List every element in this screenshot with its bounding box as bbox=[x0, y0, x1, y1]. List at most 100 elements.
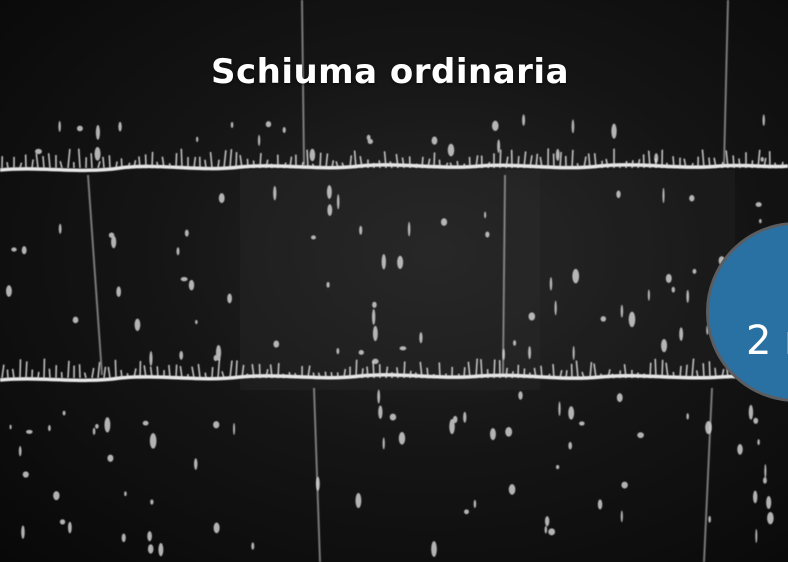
foam-bristle bbox=[421, 156, 424, 169]
foam-bristle bbox=[732, 155, 735, 169]
foam-bristle bbox=[294, 372, 297, 379]
foam-bristle bbox=[269, 364, 273, 379]
foam-bristle bbox=[67, 148, 71, 169]
foam-droplet bbox=[763, 477, 767, 484]
foam-bristle bbox=[209, 152, 213, 169]
foam-droplet bbox=[67, 521, 72, 534]
foam-droplet bbox=[92, 427, 96, 435]
foam-bristle bbox=[505, 367, 508, 379]
foam-droplet bbox=[184, 229, 189, 237]
foam-bristle bbox=[67, 360, 70, 379]
foam-bristle bbox=[283, 162, 287, 169]
foam-bristle bbox=[499, 149, 502, 169]
foam-bristle bbox=[19, 162, 23, 169]
foam-droplet bbox=[134, 318, 141, 331]
foam-droplet bbox=[142, 420, 149, 426]
foam-bristle bbox=[175, 153, 178, 169]
foam-bristle bbox=[126, 373, 129, 379]
foam-droplet bbox=[233, 422, 236, 435]
foam-droplet bbox=[558, 401, 561, 417]
foam-droplet bbox=[147, 544, 154, 554]
foam-droplet bbox=[449, 419, 455, 435]
foam-droplet bbox=[755, 202, 762, 207]
foam-bristle bbox=[83, 372, 87, 379]
foam-droplet bbox=[528, 312, 536, 321]
foam-bristle bbox=[341, 162, 345, 169]
foam-droplet bbox=[762, 114, 765, 127]
foam-droplet bbox=[116, 286, 122, 298]
foam-bristle bbox=[511, 371, 514, 379]
foam-bristle bbox=[6, 369, 9, 379]
foam-droplet bbox=[227, 293, 232, 304]
foam-bristle bbox=[311, 163, 315, 169]
foam-droplet bbox=[149, 433, 157, 449]
foam-droplet bbox=[372, 325, 378, 342]
foam-droplet bbox=[528, 346, 532, 360]
foam-bristle bbox=[581, 371, 585, 379]
foam-bristle bbox=[301, 161, 304, 169]
foam-droplet bbox=[544, 516, 550, 527]
foam-bristle bbox=[665, 362, 669, 379]
foam-bristle bbox=[204, 159, 207, 169]
foam-droplet bbox=[34, 148, 42, 155]
foam-droplet bbox=[118, 121, 122, 132]
foam-droplet bbox=[188, 279, 195, 291]
foam-droplet bbox=[628, 311, 636, 328]
foam-bristle bbox=[701, 149, 705, 169]
foam-droplet bbox=[522, 114, 526, 126]
foam-bristle bbox=[97, 161, 101, 169]
foam-bristle bbox=[307, 365, 311, 379]
foam-droplet bbox=[371, 308, 376, 325]
foam-droplet bbox=[273, 186, 277, 201]
foam-bristle bbox=[288, 371, 291, 379]
foam-droplet bbox=[679, 327, 684, 341]
foam-bristle bbox=[6, 162, 9, 169]
foam-bristle bbox=[433, 152, 436, 169]
foam-bristle bbox=[239, 155, 243, 169]
foam-bristle bbox=[403, 361, 406, 379]
foam-droplet bbox=[94, 146, 101, 161]
foam-line-upper bbox=[0, 163, 788, 173]
foam-droplet bbox=[21, 246, 27, 255]
foam-bristle bbox=[204, 372, 207, 379]
foam-bristle bbox=[419, 361, 423, 379]
foam-bristle bbox=[306, 149, 309, 169]
foam-droplet bbox=[686, 289, 690, 303]
foam-bristle bbox=[235, 152, 238, 169]
foam-bristles bbox=[1, 148, 784, 379]
foam-bristle bbox=[559, 369, 563, 379]
foam-droplet bbox=[389, 413, 397, 421]
foam-bristle bbox=[523, 368, 526, 379]
caption-title: Schiuma ordinaria bbox=[210, 52, 570, 92]
foam-bristle bbox=[401, 157, 405, 169]
foam-droplet bbox=[6, 285, 12, 297]
foam-bristle bbox=[505, 156, 509, 169]
foam-bristle bbox=[229, 149, 233, 169]
foam-bristle bbox=[48, 368, 51, 379]
foam-bristle bbox=[359, 155, 363, 169]
foam-droplet bbox=[620, 510, 623, 523]
foam-droplet bbox=[513, 340, 517, 346]
foam-bristle bbox=[372, 361, 375, 379]
foam-droplet bbox=[692, 268, 697, 274]
foam-bristle bbox=[11, 368, 15, 379]
foam-droplet bbox=[490, 428, 496, 441]
foam-bristle bbox=[589, 361, 593, 379]
foam-droplet bbox=[397, 255, 404, 269]
foam-bristle bbox=[691, 162, 694, 169]
foam-bristle bbox=[649, 362, 652, 379]
foam-bristle bbox=[708, 157, 711, 169]
foam-bristle bbox=[665, 162, 669, 169]
foam-droplet bbox=[213, 355, 218, 362]
foam-droplet bbox=[282, 127, 286, 134]
foam-droplet bbox=[72, 316, 79, 324]
foam-bristle bbox=[383, 151, 387, 169]
foam-droplet bbox=[600, 316, 607, 322]
foam-droplet bbox=[671, 286, 676, 293]
foam-bristle bbox=[324, 371, 327, 379]
foam-droplet bbox=[766, 496, 772, 509]
foam-droplet bbox=[502, 348, 505, 361]
foam-droplet bbox=[484, 211, 487, 219]
foam-bristle bbox=[661, 359, 664, 379]
